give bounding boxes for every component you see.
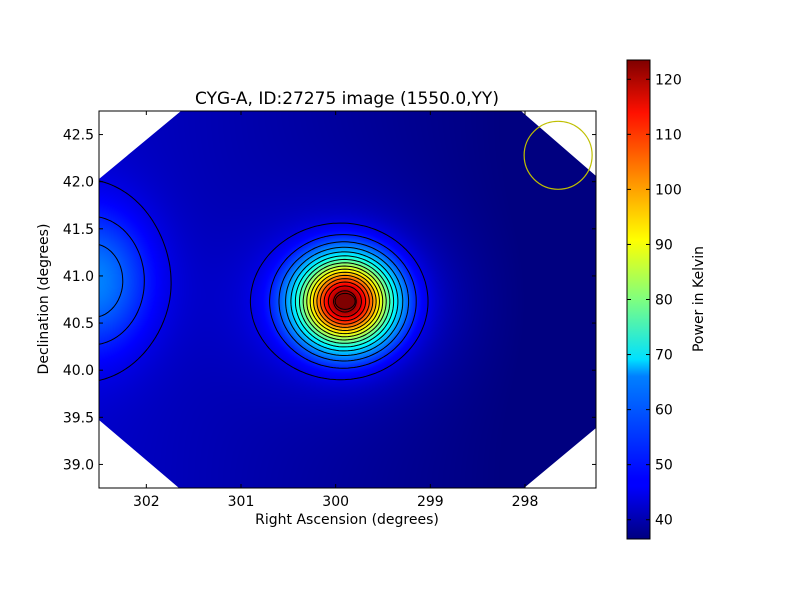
colorbar-tick-label: 50	[655, 458, 673, 474]
y-tick-label: 42.5	[63, 128, 94, 144]
y-tick-label: 42.0	[63, 175, 94, 191]
contour-level-80	[302, 262, 387, 341]
colorbar-tick-label: 60	[655, 403, 673, 419]
contour-level-75	[299, 258, 391, 344]
x-tick-label: 298	[512, 494, 539, 510]
x-tick-label: 302	[133, 494, 160, 510]
contour-level-95	[313, 271, 377, 331]
mask-corner-1	[99, 111, 181, 179]
contour-level-115	[327, 285, 362, 318]
plot-frame	[98, 110, 597, 489]
y-axis-ticks: 39.0 39.5 40.0 40.5 41.0 41.5 42.0 42.5	[63, 128, 596, 473]
x-axis-label: Right Ascension (degrees)	[255, 512, 439, 528]
colorbar-tick-label: 70	[655, 348, 673, 364]
mask-corner-3	[99, 420, 179, 488]
colorbar: 40 50 60 70 80 90 100 110 120 Power in Kelvin	[626, 59, 707, 540]
contour-level-110	[323, 281, 367, 322]
colorbar-tick-label: 90	[655, 237, 673, 253]
x-tick-label: 301	[228, 494, 255, 510]
contour-level-55	[99, 241, 410, 362]
contour-level-105	[319, 278, 370, 325]
colorbar-tick-label: 100	[655, 182, 682, 198]
x-tick-label: 300	[322, 494, 349, 510]
y-tick-label: 41.5	[63, 222, 94, 238]
contour-level-85	[306, 265, 384, 338]
contour-lines	[99, 180, 429, 381]
plot-area: 302 301 300 299 298 39.0 39.5 40.0 40.5 41.0 41.5…	[63, 110, 597, 510]
y-axis-label: Declination (degrees)	[36, 224, 52, 375]
y-tick-label: 39.5	[63, 410, 94, 426]
y-tick-label: 41.0	[63, 269, 94, 285]
contour-level-50	[99, 216, 417, 369]
chart-title: CYG-A, ID:27275 image (1550.0,YY)	[195, 89, 499, 109]
colorbar-tick-label: 110	[655, 127, 682, 143]
contour-level-120	[333, 290, 357, 313]
colorbar-label: Power in Kelvin	[691, 246, 707, 352]
y-tick-label: 40.5	[63, 316, 94, 332]
mask-corner-4	[524, 428, 596, 488]
contour-level-60	[285, 246, 404, 356]
y-tick-label: 40.0	[63, 363, 94, 379]
colorbar-tick-label: 40	[655, 513, 673, 529]
contour-level-70	[294, 255, 395, 348]
beam-circle	[523, 120, 593, 190]
peak-core	[334, 292, 356, 310]
y-tick-label: 39.0	[63, 457, 94, 473]
colorbar-ticks: 40 50 60 70 80 90 100 110 120	[627, 72, 682, 529]
contour-level-65	[290, 251, 399, 352]
colorbar-tick-label: 80	[655, 293, 673, 309]
x-axis-ticks: 302 301 300 299 298	[133, 111, 538, 510]
contour-level-100	[316, 274, 374, 328]
colorbar-tick-label: 120	[655, 72, 682, 88]
contour-level-90	[309, 268, 380, 335]
x-tick-label: 299	[417, 494, 444, 510]
